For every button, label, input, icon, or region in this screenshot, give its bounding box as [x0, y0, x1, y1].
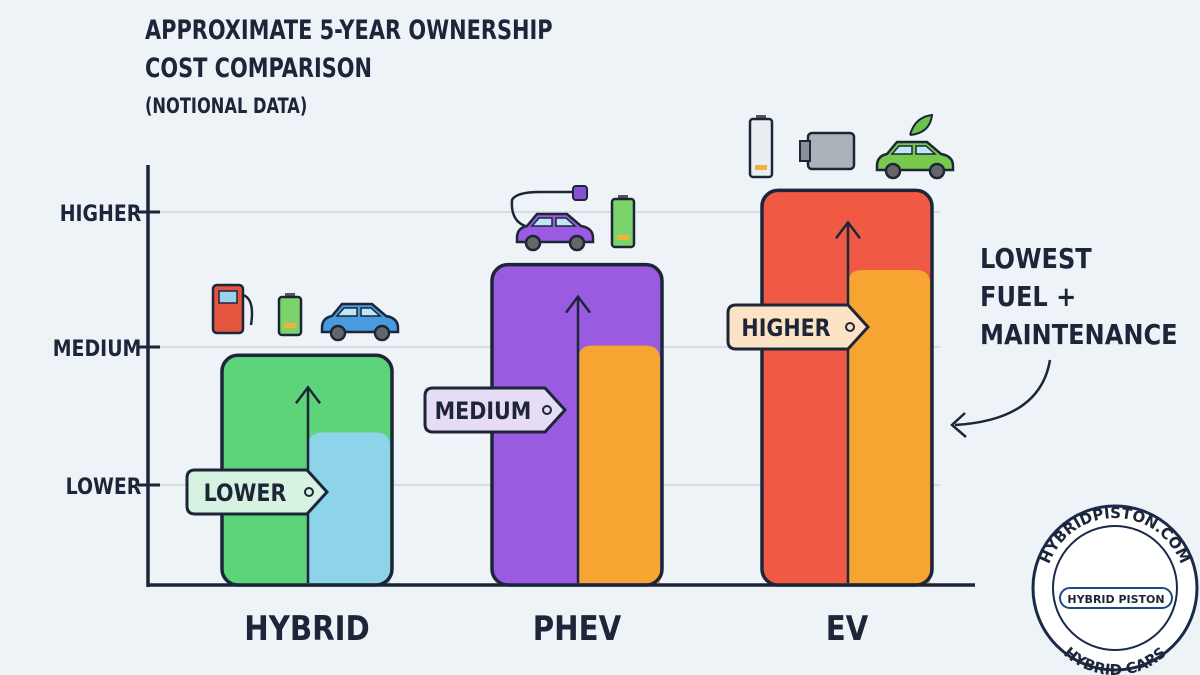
category-label: HYBRID — [244, 610, 370, 649]
tag-shape — [423, 386, 568, 434]
annotation-line: LOWEST — [980, 243, 1092, 275]
arrow-head-icon — [295, 385, 321, 405]
motor-body — [806, 131, 856, 171]
bar-group-ev — [760, 188, 934, 587]
battery-level — [284, 323, 296, 328]
electric-motor-icon — [799, 131, 856, 171]
bar-segment — [578, 345, 660, 583]
category-label: EV — [826, 610, 869, 649]
battery-cap — [285, 293, 295, 298]
tag-hole-icon — [845, 322, 855, 332]
battery-level-icon — [748, 115, 774, 179]
tag-hole-icon — [304, 487, 314, 497]
bar-segment — [308, 432, 390, 583]
car-wheel — [373, 324, 391, 342]
car-window — [530, 217, 577, 227]
car-window — [890, 145, 937, 155]
car-icon — [320, 302, 400, 342]
value-tag: MEDIUM — [423, 386, 568, 434]
value-tag: HIGHER — [726, 303, 871, 351]
fuel-pump-icon — [211, 283, 254, 335]
annotation-arrow — [954, 359, 1052, 427]
motor-shaft — [799, 140, 811, 162]
logo-text-center: HYBRID PISTON — [1067, 593, 1164, 606]
tag-shape — [185, 468, 330, 516]
battery-icon — [277, 293, 303, 337]
logo-inner — [1052, 525, 1178, 651]
tag-hole-icon — [542, 405, 552, 415]
plug-in-car-icon — [515, 212, 595, 252]
bar-group-hybrid — [220, 353, 394, 587]
battery-body — [748, 117, 774, 179]
battery-charging-icon — [610, 195, 636, 249]
chart-title: APPROXIMATE 5-YEAR OWNERSHIP COST COMPAR… — [145, 12, 575, 124]
arrow-head-icon — [565, 294, 591, 314]
tag-label: HIGHER — [741, 315, 830, 343]
annotation-line: MAINTENANCE — [980, 319, 1178, 351]
category-label: PHEV — [533, 610, 622, 649]
y-tick-label: HIGHER — [60, 201, 142, 227]
battery-level — [617, 235, 629, 240]
annotation-line: FUEL + — [980, 281, 1076, 313]
leaf-icon — [909, 113, 934, 136]
pump-hose — [242, 293, 254, 326]
car-window — [335, 307, 382, 317]
car-wheel — [524, 234, 542, 252]
logo-banner — [1059, 587, 1173, 609]
y-tick-label: MEDIUM — [53, 336, 142, 362]
battery-level — [755, 165, 767, 170]
bar-group-phev — [490, 262, 664, 587]
eco-electric-car-icon — [875, 140, 955, 180]
annotation-arrow-head-icon — [950, 412, 967, 438]
title-text: APPROXIMATE 5-YEAR OWNERSHIP COST COMPAR… — [145, 15, 553, 84]
y-tick-label: LOWER — [66, 474, 142, 500]
plug-icon — [572, 185, 588, 201]
car-wheel — [329, 324, 347, 342]
pump-screen — [218, 290, 238, 304]
value-tag: LOWER — [185, 468, 330, 516]
tag-label: LOWER — [204, 480, 287, 508]
car-wheel — [568, 234, 586, 252]
charging-cable — [510, 190, 575, 230]
subtitle: (NOTIONAL DATA) — [145, 94, 308, 118]
bar-segment — [848, 270, 930, 583]
bar-outline — [760, 188, 934, 587]
battery-cap — [756, 115, 766, 120]
car-wheel — [884, 162, 902, 180]
tag-shape — [726, 303, 871, 351]
battery-cap — [618, 195, 628, 200]
tag-label: MEDIUM — [435, 398, 532, 426]
battery-body — [277, 295, 303, 337]
car-wheel — [928, 162, 946, 180]
arrow-head-icon — [835, 220, 861, 240]
